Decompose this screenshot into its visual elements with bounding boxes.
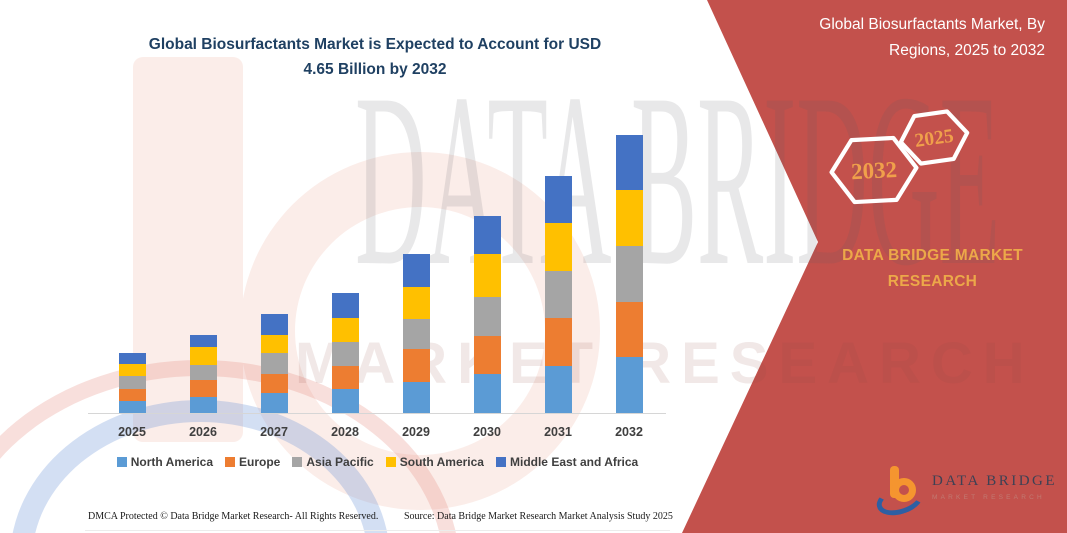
legend-swatch-icon	[225, 457, 236, 467]
bar-segment-2026-south-america	[189, 347, 217, 365]
logo-name: DATA BRIDGE	[932, 473, 1058, 489]
x-axis-label-2026: 2026	[189, 425, 217, 439]
bar-2027	[260, 314, 288, 413]
bar-2031	[544, 176, 572, 413]
x-axis-label-2027: 2027	[260, 425, 288, 439]
hexagon-2025: 2025	[898, 109, 970, 166]
bar-segment-2026-middle-east-and-africa	[189, 335, 217, 347]
bar-segment-2029-north-america	[402, 382, 430, 413]
bar-segment-2032-south-america	[615, 190, 643, 246]
x-axis-label-2029: 2029	[402, 425, 430, 439]
bar-segment-2025-middle-east-and-africa	[118, 353, 146, 364]
brand-text: DATA BRIDGE MARKET RESEARCH	[800, 243, 1065, 296]
footer-dmca-text: DMCA Protected © Data Bridge Market Rese…	[88, 511, 379, 522]
footer-source-text: Source: Data Bridge Market Research Mark…	[404, 511, 673, 522]
logo-b-ring-shape	[892, 478, 916, 502]
bar-segment-2031-asia-pacific	[544, 271, 572, 318]
bar-segment-2028-south-america	[331, 318, 359, 342]
legend-label: Europe	[239, 455, 281, 469]
legend-label: Asia Pacific	[306, 455, 374, 469]
bar-segment-2025-asia-pacific	[118, 376, 146, 389]
bar-segment-2032-asia-pacific	[615, 246, 643, 302]
bar-segment-2031-south-america	[544, 223, 572, 271]
bar-segment-2029-asia-pacific	[402, 319, 430, 349]
panel-title-line1: Global Biosurfactants Market, By	[819, 16, 1045, 33]
legend-item-asia-pacific: Asia Pacific	[292, 455, 374, 469]
bar-segment-2029-middle-east-and-africa	[402, 254, 430, 287]
chart-legend: North America Europe Asia Pacific South Ame…	[85, 455, 670, 469]
bar-segment-2026-north-america	[189, 397, 217, 413]
legend-swatch-icon	[116, 457, 127, 467]
bar-2025	[118, 353, 146, 413]
bar-segment-2030-middle-east-and-africa	[473, 216, 501, 254]
x-axis-line	[88, 413, 666, 414]
bar-segment-2027-north-america	[260, 393, 288, 413]
hexagon-2032: 2032	[829, 135, 919, 205]
bar-segment-2030-europe	[473, 336, 501, 374]
databridge-logo-text: DATA BRIDGE MARKET RESEARCH	[932, 473, 1057, 501]
bar-segment-2030-south-america	[473, 254, 501, 297]
bar-segment-2031-north-america	[544, 366, 572, 413]
bar-segment-2025-europe	[118, 389, 146, 401]
x-axis-label-2032: 2032	[615, 425, 643, 439]
legend-item-europe: Europe	[225, 455, 280, 469]
legend-label: South America	[399, 455, 484, 469]
brand-text-line2: RESEARCH	[887, 273, 978, 291]
bar-segment-2025-south-america	[118, 364, 146, 376]
panel-title-line2: Regions, 2025 to 2032	[889, 41, 1045, 59]
databridge-logo-icon	[872, 466, 928, 521]
bar-segment-2026-asia-pacific	[189, 365, 217, 380]
bar-segment-2027-asia-pacific	[260, 353, 288, 374]
bar-segment-2028-asia-pacific	[331, 342, 359, 366]
legend-swatch-icon	[292, 457, 303, 467]
bar-segment-2031-middle-east-and-africa	[544, 176, 572, 223]
legend-item-south-america: South America	[385, 455, 484, 469]
x-axis-label-2025: 2025	[118, 425, 146, 439]
bar-segment-2030-north-america	[473, 374, 501, 413]
hexagon-years: 2032 2025	[829, 109, 970, 205]
x-axis-label-2030: 2030	[473, 425, 501, 439]
bar-segment-2028-middle-east-and-africa	[331, 293, 359, 318]
bar-segment-2028-north-america	[331, 389, 359, 413]
bar-segment-2030-asia-pacific	[473, 297, 501, 336]
bar-segment-2032-middle-east-and-africa	[615, 135, 643, 190]
hexagon-2032-label: 2032	[850, 157, 897, 184]
chart-title-line1: Global Biosurfactants Market is Expected…	[148, 36, 602, 53]
panel-title: Global Biosurfactants Market, By Regions…	[745, 12, 1045, 63]
chart-title-line2: 4.65 Billion by 2032	[303, 60, 447, 78]
bar-2032	[615, 135, 643, 413]
bar-segment-2032-north-america	[615, 357, 643, 413]
legend-item-middle-east-and-africa: Middle East and Africa	[495, 455, 639, 469]
bar-2028	[331, 293, 359, 413]
bar-segment-2029-europe	[402, 349, 430, 382]
bar-segment-2027-europe	[260, 374, 288, 393]
bar-segment-2027-middle-east-and-africa	[260, 314, 288, 335]
legend-swatch-icon	[495, 457, 506, 467]
legend-item-north-america: North America	[116, 455, 214, 469]
bar-2030	[473, 216, 501, 413]
brand-text-line1: DATA BRIDGE MARKET	[842, 247, 1023, 264]
bar-segment-2029-south-america	[402, 287, 430, 319]
bar-2026	[189, 335, 217, 413]
footer-rule	[85, 530, 670, 531]
bar-segment-2027-south-america	[260, 335, 288, 353]
legend-swatch-icon	[385, 457, 396, 467]
chart-title: Global Biosurfactants Market is Expected…	[115, 33, 635, 83]
x-axis-label-2028: 2028	[331, 425, 359, 439]
bar-2029	[402, 254, 430, 413]
databridge-logo: DATA BRIDGE MARKET RESEARCH	[872, 464, 1063, 522]
bar-segment-2026-europe	[189, 380, 217, 397]
x-axis-label-2031: 2031	[544, 425, 572, 439]
bar-segment-2031-europe	[544, 318, 572, 366]
bar-segment-2025-north-america	[118, 401, 146, 413]
legend-label: Middle East and Africa	[509, 455, 639, 469]
logo-subtitle: MARKET RESEARCH	[932, 494, 1045, 501]
legend-label: North America	[130, 455, 214, 469]
bar-segment-2028-europe	[331, 366, 359, 389]
bar-segment-2032-europe	[615, 302, 643, 357]
